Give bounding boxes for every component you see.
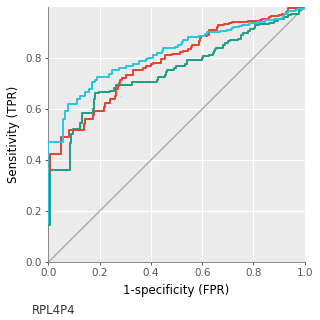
- Y-axis label: Sensitivity (TPR): Sensitivity (TPR): [7, 86, 20, 183]
- X-axis label: 1-specificity (FPR): 1-specificity (FPR): [124, 284, 230, 297]
- Text: RPL4P4: RPL4P4: [32, 304, 76, 317]
